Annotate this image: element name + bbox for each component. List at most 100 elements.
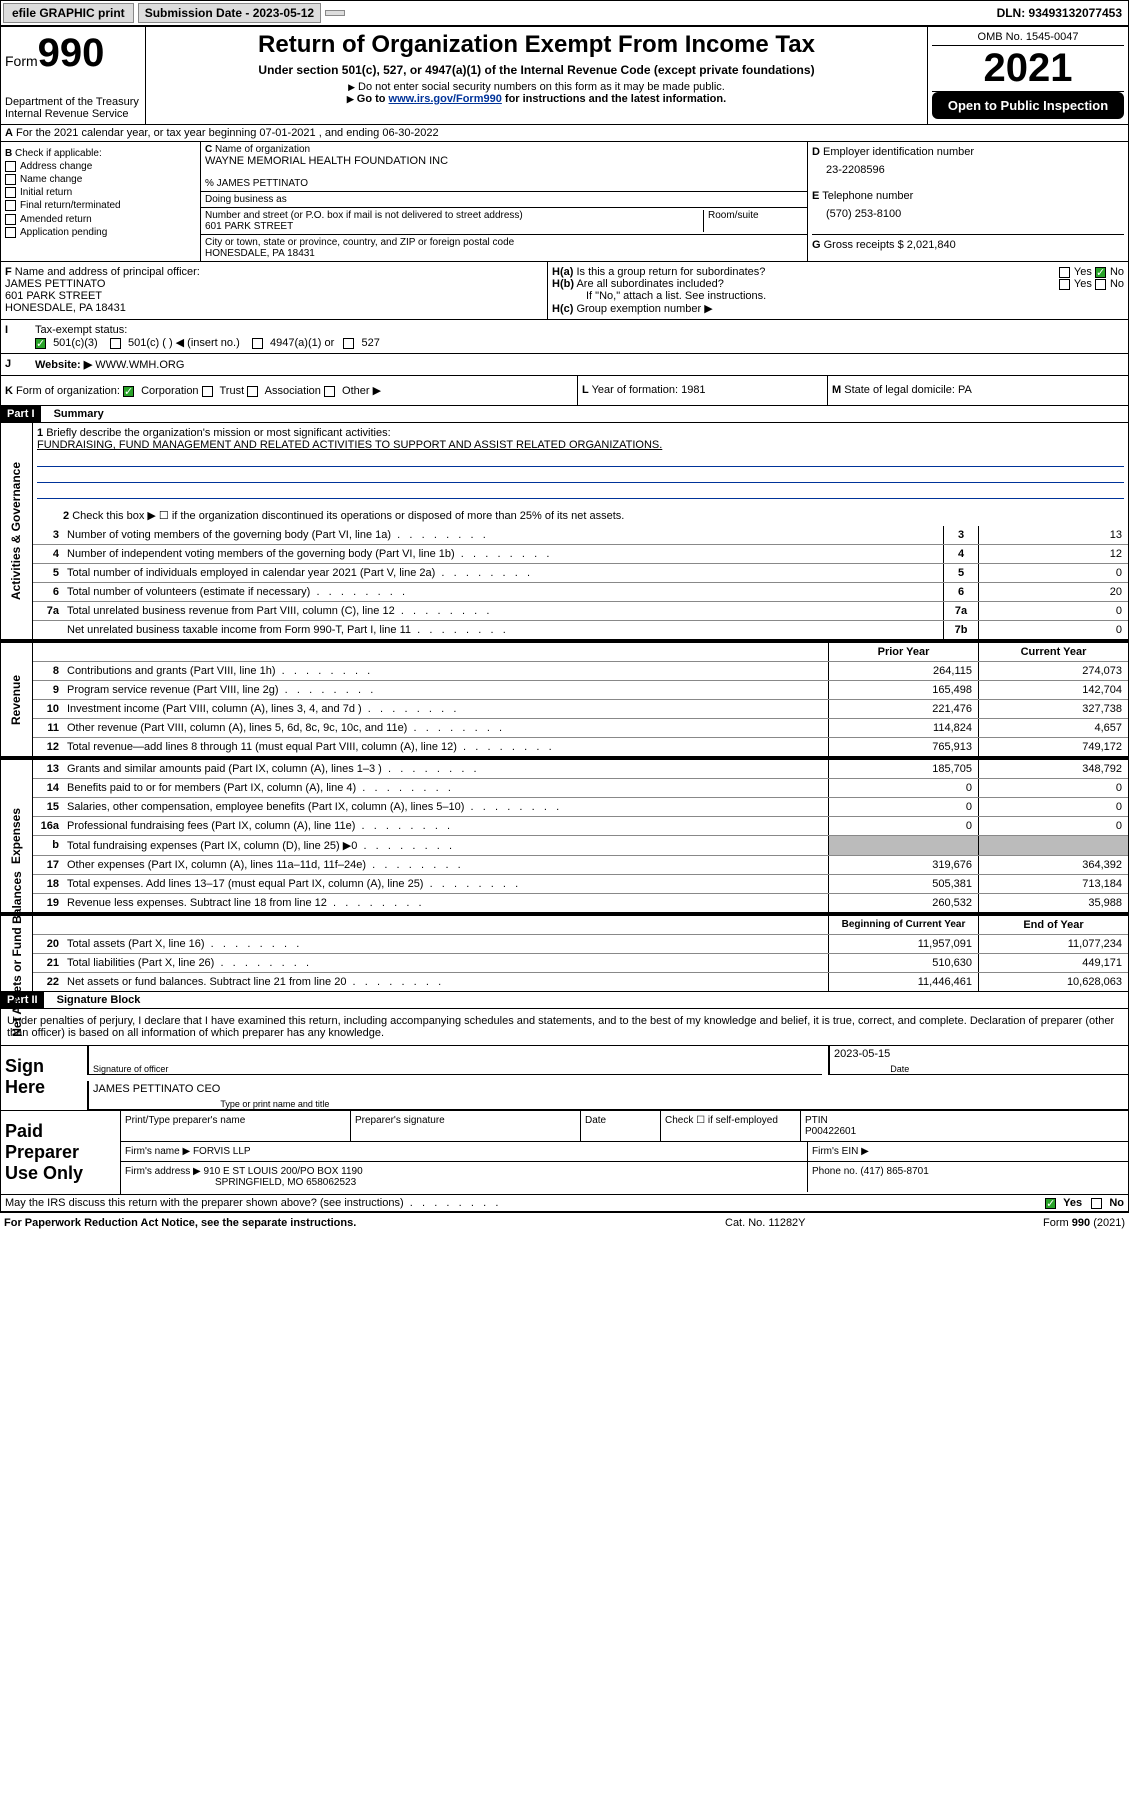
e-label: Telephone number: [822, 190, 913, 202]
city-label: City or town, state or province, country…: [205, 237, 514, 248]
part2-header: Part II Signature Block: [0, 992, 1129, 1009]
prior-val: 0: [828, 779, 978, 797]
cb-other[interactable]: [324, 386, 335, 397]
f-label: Name and address of principal officer:: [15, 266, 200, 278]
k-corp: Corporation: [141, 385, 198, 397]
firm-phone: (417) 865-8701: [860, 1166, 928, 1177]
sign-here-block: Sign Here Signature of officer 2023-05-1…: [0, 1046, 1129, 1111]
footer-form-num: 990: [1072, 1217, 1090, 1229]
no2: No: [1110, 278, 1124, 290]
current-val: 142,704: [978, 681, 1128, 699]
prior-val: 165,498: [828, 681, 978, 699]
firm-ein-label: Firm's EIN ▶: [808, 1142, 1128, 1161]
irs-link[interactable]: www.irs.gov/Form990: [389, 93, 502, 105]
line-desc: Salaries, other compensation, employee b…: [63, 798, 828, 816]
section-c-wrap: C Name of organizationWAYNE MEMORIAL HEA…: [201, 142, 1128, 261]
current-val: 4,657: [978, 719, 1128, 737]
line-desc: Benefits paid to or for members (Part IX…: [63, 779, 828, 797]
m-label: State of legal domicile:: [844, 384, 955, 396]
firm-name: FORVIS LLP: [193, 1146, 251, 1157]
self-emp-label: Check ☐ if self-employed: [661, 1111, 801, 1141]
gov-section: Activities & Governance 1 Briefly descri…: [0, 423, 1129, 640]
line-desc: Program service revenue (Part VIII, line…: [63, 681, 828, 699]
declaration: Under penalties of perjury, I declare th…: [0, 1009, 1129, 1046]
cb-501c3[interactable]: [35, 338, 46, 349]
form-prefix: Form: [5, 53, 38, 69]
line-box: 7a: [943, 602, 978, 620]
i-501c3: 501(c)(3): [53, 337, 98, 349]
cb-hb-yes[interactable]: [1059, 279, 1070, 290]
col-end: End of Year: [978, 916, 1128, 934]
line-num: 11: [33, 719, 63, 737]
dept-label: Department of the Treasury: [5, 96, 141, 108]
b-amend: Amended return: [20, 214, 92, 225]
line-num: 12: [33, 738, 63, 756]
line-num: 18: [33, 875, 63, 893]
k-other: Other ▶: [342, 385, 381, 397]
cb-527[interactable]: [343, 338, 354, 349]
line-val: 0: [978, 564, 1128, 582]
cb-assoc[interactable]: [247, 386, 258, 397]
no3: No: [1109, 1197, 1124, 1209]
line-desc: Number of independent voting members of …: [63, 545, 943, 563]
line-box: 7b: [943, 621, 978, 639]
line-num: 9: [33, 681, 63, 699]
efile-button[interactable]: efile GRAPHIC print: [3, 3, 134, 23]
current-val: 35,988: [978, 894, 1128, 912]
cb-ha-no[interactable]: [1095, 267, 1106, 278]
line-box: 5: [943, 564, 978, 582]
cb-initial[interactable]: [5, 187, 16, 198]
line-desc: Net unrelated business taxable income fr…: [63, 621, 943, 639]
irs-label: Internal Revenue Service: [5, 108, 141, 120]
cb-501c[interactable]: [110, 338, 121, 349]
prior-val: 185,705: [828, 760, 978, 778]
phone-label: Phone no.: [812, 1166, 858, 1177]
cb-final[interactable]: [5, 200, 16, 211]
net-section: Net Assets or Fund Balances Beginning of…: [0, 913, 1129, 992]
ein: 23-2208596: [826, 164, 1124, 176]
top-toolbar: efile GRAPHIC print Submission Date - 20…: [0, 0, 1129, 26]
d-label: Employer identification number: [823, 146, 974, 158]
officer-name: JAMES PETTINATO: [5, 278, 105, 290]
cb-discuss-no[interactable]: [1091, 1198, 1102, 1209]
cb-4947[interactable]: [252, 338, 263, 349]
b-name: Name change: [20, 174, 82, 185]
title-block: Return of Organization Exempt From Incom…: [146, 27, 928, 124]
line-val: 12: [978, 545, 1128, 563]
cb-pending[interactable]: [5, 227, 16, 238]
cb-discuss-yes[interactable]: [1045, 1198, 1056, 1209]
spacer: [325, 10, 345, 16]
line-desc: Total assets (Part X, line 16): [63, 935, 828, 953]
line-num: 14: [33, 779, 63, 797]
cb-trust[interactable]: [202, 386, 213, 397]
line-desc: Other expenses (Part IX, column (A), lin…: [63, 856, 828, 874]
prior-val: 264,115: [828, 662, 978, 680]
q2-label: Check this box ▶ ☐ if the organization d…: [72, 510, 624, 522]
j-label: Website: ▶: [35, 359, 92, 371]
cb-hb-no[interactable]: [1095, 279, 1106, 290]
cb-ha-yes[interactable]: [1059, 267, 1070, 278]
cb-address-change[interactable]: [5, 161, 16, 172]
cb-corp[interactable]: [123, 386, 134, 397]
current-val: 10,628,063: [978, 973, 1128, 991]
b-final: Final return/terminated: [20, 201, 121, 212]
sig-officer-sublabel: Signature of officer: [93, 1064, 168, 1074]
line-desc: Total number of individuals employed in …: [63, 564, 943, 582]
line-num: 4: [33, 545, 63, 563]
section-b: B Check if applicable: Address change Na…: [1, 142, 201, 261]
cb-amended[interactable]: [5, 214, 16, 225]
hb-label: Are all subordinates included?: [576, 278, 723, 290]
prep-sig-label: Preparer's signature: [351, 1111, 581, 1141]
prior-val: 11,446,461: [828, 973, 978, 991]
officer-city: HONESDALE, PA 18431: [5, 302, 126, 314]
part1-badge: Part I: [1, 406, 41, 422]
firm-addr1: 910 E ST LOUIS 200/PO BOX 1190: [204, 1166, 363, 1177]
line-desc: Total unrelated business revenue from Pa…: [63, 602, 943, 620]
l-label: Year of formation:: [592, 384, 678, 396]
line-num: 8: [33, 662, 63, 680]
line-num: 6: [33, 583, 63, 601]
cb-name-change[interactable]: [5, 174, 16, 185]
paid-label: Paid Preparer Use Only: [1, 1111, 121, 1194]
col-begin: Beginning of Current Year: [828, 916, 978, 934]
form-title: Return of Organization Exempt From Incom…: [150, 31, 923, 59]
